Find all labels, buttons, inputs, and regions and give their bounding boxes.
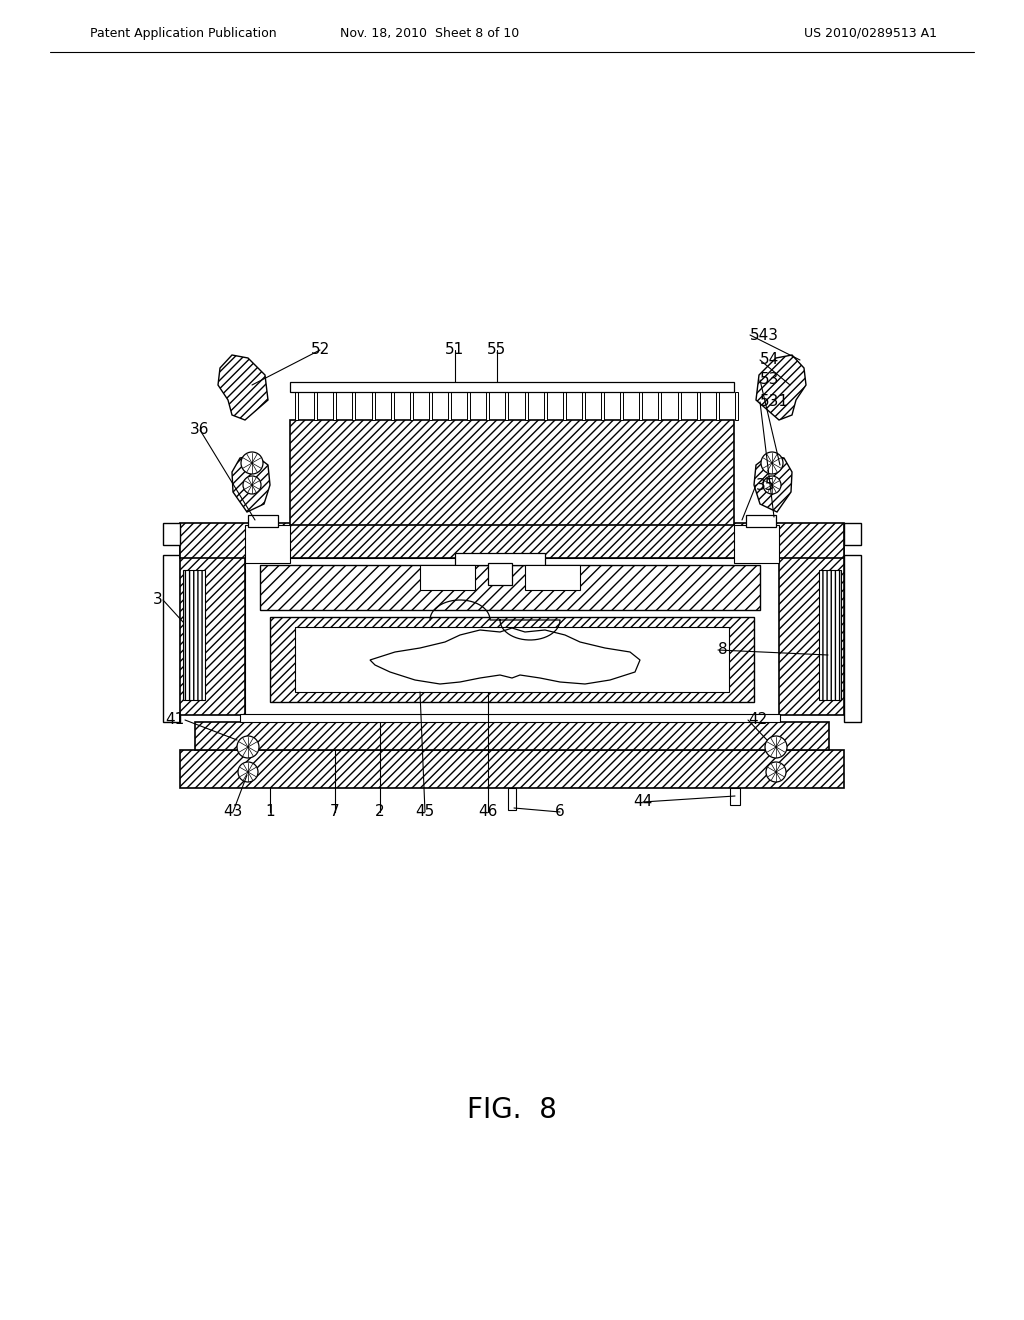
Circle shape <box>766 762 786 781</box>
Text: 8: 8 <box>718 643 728 657</box>
Text: FIG.  8: FIG. 8 <box>467 1096 557 1125</box>
Bar <box>180 540 245 715</box>
Text: 45: 45 <box>416 804 434 820</box>
Text: 55: 55 <box>487 342 507 358</box>
Polygon shape <box>232 455 270 512</box>
Text: 46: 46 <box>478 804 498 820</box>
Bar <box>245 558 779 715</box>
Bar <box>180 523 844 558</box>
Bar <box>658 392 662 420</box>
Bar <box>844 554 861 722</box>
Text: 43: 43 <box>223 804 243 820</box>
Bar <box>601 392 604 420</box>
Polygon shape <box>756 355 806 420</box>
Text: 3: 3 <box>154 593 163 607</box>
Bar <box>245 525 290 564</box>
Text: Patent Application Publication: Patent Application Publication <box>90 26 276 40</box>
Bar <box>449 392 451 420</box>
Bar <box>639 392 642 420</box>
Bar <box>678 392 681 420</box>
Text: 36: 36 <box>190 422 210 437</box>
Text: 531: 531 <box>760 395 790 409</box>
Bar <box>248 515 278 527</box>
Bar <box>525 565 580 590</box>
Bar <box>819 570 841 700</box>
Bar <box>270 616 754 702</box>
Circle shape <box>243 477 261 494</box>
Bar <box>716 392 719 420</box>
Bar <box>524 392 527 420</box>
Bar <box>352 392 355 420</box>
Bar <box>488 564 512 585</box>
Polygon shape <box>370 628 640 684</box>
Bar <box>746 515 776 527</box>
Text: 1: 1 <box>265 804 274 820</box>
Bar <box>372 392 375 420</box>
Text: 543: 543 <box>750 327 779 342</box>
Text: 53: 53 <box>760 372 779 388</box>
Bar <box>429 392 432 420</box>
Text: 44: 44 <box>634 795 652 809</box>
Circle shape <box>765 737 787 758</box>
Text: 54: 54 <box>760 352 779 367</box>
Text: 35: 35 <box>756 478 775 492</box>
Bar <box>290 420 734 525</box>
Bar <box>563 392 566 420</box>
Circle shape <box>237 737 259 758</box>
Bar <box>508 788 516 810</box>
Bar <box>506 392 509 420</box>
Bar <box>696 392 699 420</box>
Circle shape <box>238 762 258 781</box>
Text: US 2010/0289513 A1: US 2010/0289513 A1 <box>804 26 937 40</box>
Bar <box>183 570 205 700</box>
Bar <box>420 565 475 590</box>
Text: 52: 52 <box>310 342 330 358</box>
Bar <box>467 392 470 420</box>
Bar <box>390 392 393 420</box>
Text: 42: 42 <box>748 713 767 727</box>
Bar <box>544 392 547 420</box>
Bar <box>730 788 740 805</box>
Bar <box>163 554 180 722</box>
Polygon shape <box>218 355 268 420</box>
Bar <box>180 750 844 788</box>
Text: 51: 51 <box>445 342 465 358</box>
Bar <box>734 525 779 564</box>
Bar <box>195 722 829 750</box>
Bar <box>735 392 738 420</box>
Bar <box>621 392 624 420</box>
Bar <box>314 392 317 420</box>
Bar <box>410 392 413 420</box>
Bar <box>333 392 336 420</box>
Text: 7: 7 <box>330 804 340 820</box>
Text: 41: 41 <box>166 713 185 727</box>
Bar <box>779 540 844 715</box>
Text: 6: 6 <box>555 804 565 820</box>
Text: 2: 2 <box>375 804 385 820</box>
Bar <box>295 627 729 692</box>
Bar <box>582 392 585 420</box>
Text: Nov. 18, 2010  Sheet 8 of 10: Nov. 18, 2010 Sheet 8 of 10 <box>340 26 519 40</box>
Bar <box>163 523 180 545</box>
Circle shape <box>763 477 781 494</box>
Circle shape <box>761 451 783 474</box>
Bar <box>295 392 298 420</box>
Bar <box>240 714 780 722</box>
Bar <box>486 392 489 420</box>
Bar <box>260 565 760 610</box>
Bar <box>290 381 734 392</box>
Circle shape <box>241 451 263 474</box>
Bar <box>844 523 861 545</box>
Bar <box>455 553 545 565</box>
Polygon shape <box>754 455 792 512</box>
